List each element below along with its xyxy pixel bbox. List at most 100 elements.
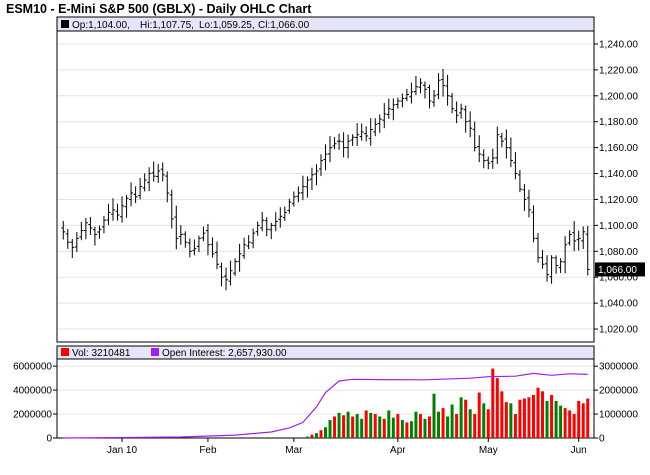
volume-bar	[491, 368, 495, 438]
volume-bar	[527, 397, 531, 438]
header-open: Op:1,104.00,	[72, 20, 130, 31]
price-tick-label: 1,020.00	[599, 325, 638, 336]
ohlc-bar	[237, 243, 242, 272]
price-tick-label: 1,040.00	[599, 299, 638, 310]
volume-bar	[513, 414, 517, 438]
volume-bar	[432, 393, 436, 438]
ohlc-bar	[264, 217, 269, 237]
ohlc-bar	[432, 90, 437, 107]
ohlc-bar	[400, 93, 405, 108]
ohlc-bar	[481, 149, 486, 169]
ohlc-bar	[318, 154, 323, 177]
ohlc-bar	[486, 156, 491, 170]
volume-bar	[464, 399, 468, 438]
ohlc-bar	[129, 182, 134, 207]
ohlc-bar	[224, 267, 229, 291]
ohlc-bar	[233, 258, 238, 276]
ohlc-bar	[418, 78, 423, 94]
date-tick-label: Apr	[390, 445, 406, 456]
volume-bar	[446, 416, 450, 438]
ohlc-bar	[142, 173, 147, 192]
ohlc-bar	[540, 249, 545, 269]
ohlc-bar	[536, 233, 541, 263]
ohlc-bar	[169, 189, 174, 229]
volume-bar	[351, 416, 355, 438]
volume-bar	[450, 404, 454, 438]
ohlc-bar	[74, 232, 79, 253]
volume-bar	[541, 391, 545, 438]
price-header-band	[57, 17, 594, 31]
ohlc-bar	[309, 167, 314, 190]
ohlc-bar	[174, 205, 179, 250]
ohlc-bar	[441, 68, 446, 97]
volume-bar	[378, 416, 382, 438]
ohlc-bar	[328, 136, 333, 163]
ohlc-bar	[278, 207, 283, 228]
ohlc-bar	[214, 241, 219, 270]
volume-bar	[554, 400, 558, 438]
ohlc-bar	[165, 171, 170, 203]
ohlc-bar	[558, 258, 563, 273]
volume-bar	[387, 410, 391, 438]
price-tick-label: 1,220.00	[599, 65, 638, 76]
volume-legend-marker	[61, 348, 69, 356]
ohlc-bar	[504, 129, 509, 159]
ohlc-bar	[567, 230, 572, 246]
volume-bar	[405, 422, 409, 438]
volume-grid	[57, 365, 594, 415]
ohlc-bar	[377, 114, 382, 133]
volume-bar	[486, 409, 490, 438]
ohlc-bar	[436, 73, 441, 100]
volume-bar	[409, 421, 413, 438]
ohlc-bar	[526, 189, 531, 218]
ohlc-bar	[79, 222, 84, 241]
volume-bar	[414, 411, 418, 438]
price-tick-label: 1,240.00	[599, 39, 638, 50]
ohlc-bar	[450, 92, 455, 114]
volume-bar	[509, 403, 513, 438]
oi-tick-label: 2000000	[599, 386, 638, 397]
ohlc-bar	[160, 162, 165, 182]
ohlc-bar	[183, 231, 188, 248]
volume-bar	[396, 414, 400, 438]
volume-bar	[473, 414, 477, 438]
volume-bar	[423, 418, 427, 438]
volume-bar	[563, 408, 567, 438]
volume-bar	[328, 420, 332, 438]
ohlc-bar	[255, 221, 260, 236]
ohlc-bar	[151, 161, 156, 182]
ohlc-bar	[282, 206, 287, 221]
volume-bar	[427, 416, 431, 438]
volume-bar	[577, 400, 581, 438]
ohlc-bar	[545, 255, 550, 282]
ohlc-bar	[490, 148, 495, 169]
ohlc-bar	[346, 134, 351, 159]
volume-bar	[477, 392, 481, 438]
volume-bar	[437, 411, 441, 438]
ohlc-bar	[138, 177, 143, 200]
date-tick-label: Jun	[571, 445, 587, 456]
volume-bar	[382, 418, 386, 438]
ohlc-bar	[323, 144, 328, 171]
ohlc-bar	[101, 215, 106, 234]
ohlc-bar	[88, 216, 93, 235]
date-axis: Jan 10 Feb Mar Apr May Jun	[107, 438, 587, 456]
ohlc-bar	[563, 236, 568, 274]
ohlc-bar	[251, 228, 256, 249]
ohlc-bar	[585, 225, 590, 276]
ohlc-bar	[115, 203, 120, 221]
volume-bar	[346, 411, 350, 438]
ohlc-bar	[70, 238, 75, 258]
price-panel: Op:1,104.00, Hi:1,107.75, Lo:1,059.25, C…	[56, 16, 645, 343]
last-value-box-bg	[595, 262, 645, 277]
oi-tick-label: 3000000	[599, 362, 638, 373]
ohlc-bar	[314, 164, 319, 186]
last-value-box: 1,066.00	[595, 262, 645, 277]
ohlc-bar	[454, 101, 459, 124]
volume-bar	[441, 408, 445, 438]
price-bars	[61, 68, 590, 291]
ohlc-bar	[463, 105, 468, 133]
ohlc-bar	[287, 198, 292, 214]
price-tick-label: 1,180.00	[599, 117, 638, 128]
volume-bar	[418, 414, 422, 438]
